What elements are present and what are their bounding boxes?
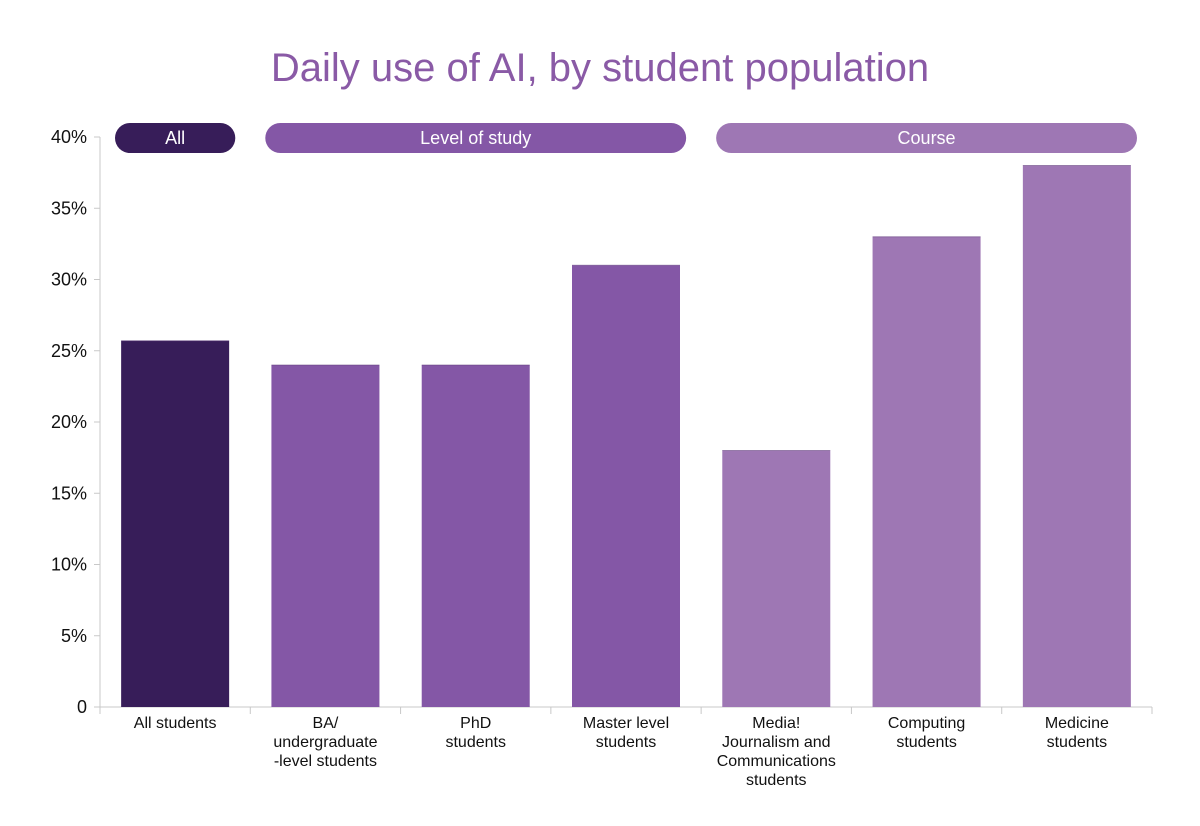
x-tick-label: BA/undergraduate -level students — [273, 715, 377, 770]
x-tick-label: Master level students — [583, 715, 669, 751]
x-tick-label-line: Computing — [888, 715, 965, 732]
y-tick-label: 20% — [51, 412, 87, 432]
y-tick-label: 35% — [51, 198, 87, 218]
y-tick-label: 30% — [51, 270, 87, 290]
x-tick-label-line: Communications — [717, 753, 836, 770]
x-tick-label-line: Journalism and — [722, 734, 831, 751]
y-tick-label: 0 — [77, 697, 87, 717]
x-tick-label-line: Media! — [752, 715, 800, 732]
x-tick-label-line: Master level — [583, 715, 669, 732]
bar — [121, 340, 230, 707]
y-tick-label: 5% — [61, 626, 87, 646]
x-tick-label-line: PhD — [460, 715, 491, 732]
chart-title: Daily use of AI, by student population — [270, 46, 930, 90]
x-tick-label-line: All students — [134, 715, 217, 732]
bar — [1022, 165, 1131, 707]
x-tick-label-line: -level students — [274, 753, 377, 770]
y-tick-label: 15% — [51, 483, 87, 503]
x-tick-label: Media! Journalism and Communications studen… — [717, 715, 836, 789]
x-tick-label-line: students — [596, 734, 656, 751]
x-tick-label-line: students — [445, 734, 505, 751]
group-pill-label: All — [165, 128, 185, 148]
bar — [722, 450, 831, 707]
group-pill — [265, 123, 687, 153]
y-tick-label: 10% — [51, 555, 87, 575]
x-tick-label: Medicine students — [1045, 715, 1109, 751]
x-tick-label: All students — [134, 715, 217, 732]
x-tick-label-line: students — [896, 734, 956, 751]
x-tick-label-line: Medicine — [1045, 715, 1109, 732]
x-tick-label-line: undergraduate — [273, 734, 377, 751]
bar — [271, 365, 380, 707]
x-tick-label-line: students — [746, 772, 806, 789]
x-tick-label: Computing students — [888, 715, 965, 751]
group-pill — [115, 123, 236, 153]
group-pill — [716, 123, 1137, 153]
bar — [572, 265, 680, 707]
bar — [872, 236, 981, 707]
bar — [421, 365, 530, 707]
y-tick-label: 25% — [51, 341, 87, 361]
y-tick-label: 40% — [51, 127, 87, 147]
x-tick-label-line: BA/ — [313, 715, 339, 732]
group-pill-label: Level of study — [420, 128, 531, 148]
x-tick-label: PhD students — [445, 715, 505, 751]
x-tick-label-line: students — [1047, 734, 1107, 751]
group-pill-label: Course — [898, 128, 956, 148]
